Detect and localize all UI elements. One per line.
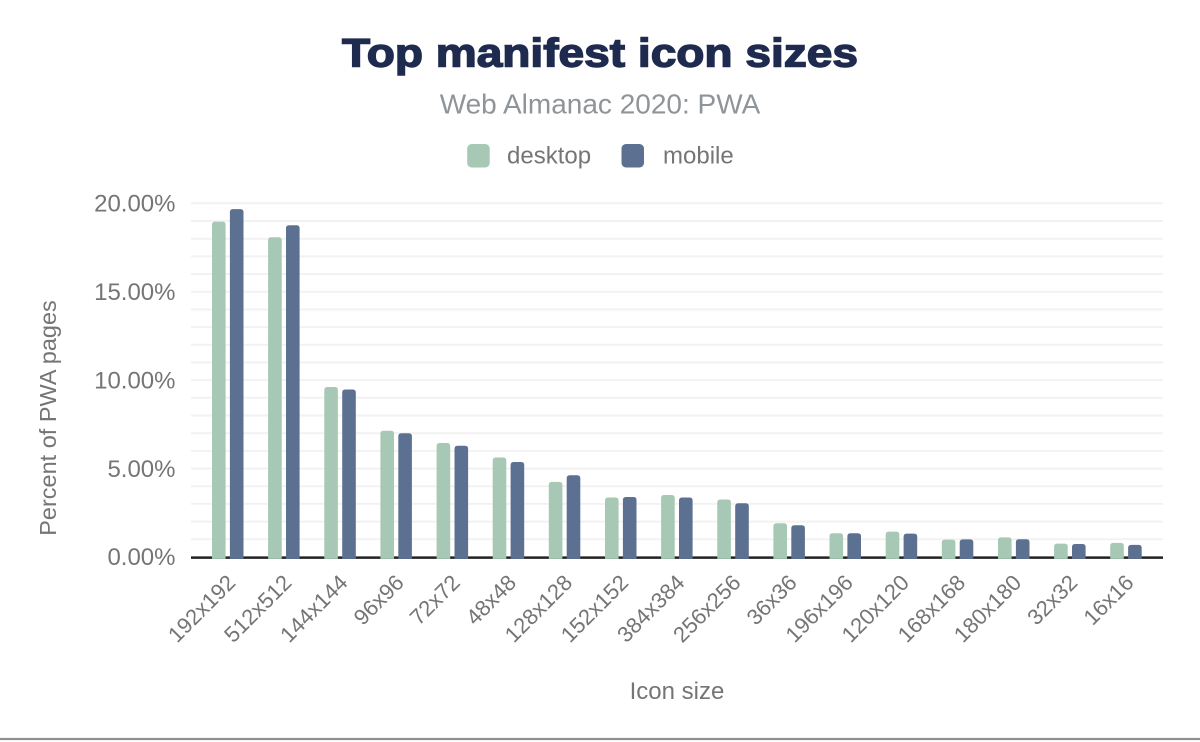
svg-text:Percent of PWA pages: Percent of PWA pages <box>35 300 61 536</box>
svg-text:0.00%: 0.00% <box>107 544 175 571</box>
svg-text:desktop: desktop <box>507 143 591 170</box>
svg-text:5.00%: 5.00% <box>107 456 175 483</box>
svg-text:15.00%: 15.00% <box>94 279 175 306</box>
svg-text:Web Almanac 2020: PWA: Web Almanac 2020: PWA <box>440 89 761 120</box>
svg-text:mobile: mobile <box>663 143 734 170</box>
svg-text:Top manifest icon sizes: Top manifest icon sizes <box>342 32 858 76</box>
svg-text:10.00%: 10.00% <box>94 367 175 394</box>
svg-text:Icon size: Icon size <box>630 678 725 705</box>
svg-text:20.00%: 20.00% <box>94 191 175 218</box>
